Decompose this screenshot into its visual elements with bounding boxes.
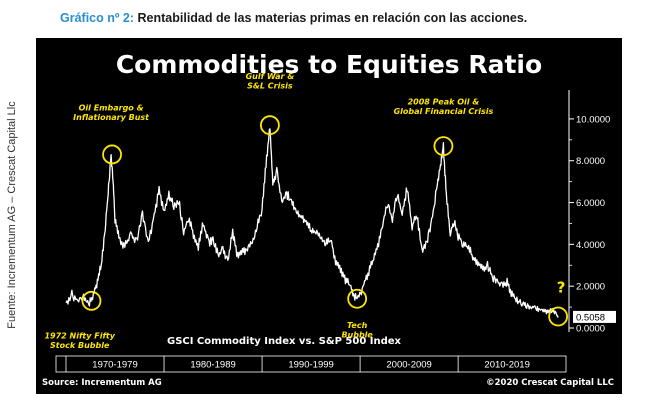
current-value-box <box>573 310 616 323</box>
figure-caption: Gráfico nº 2: Rentabilidad de las materi… <box>60 11 527 25</box>
y-tick-label: 6.0000 <box>576 198 605 209</box>
y-tick-label: 10.0000 <box>576 114 610 125</box>
decade-label: 2010-2019 <box>484 360 529 371</box>
annotation-label: Bubble <box>341 331 373 340</box>
annotation-circle <box>81 290 102 311</box>
y-tick-label: 4.0000 <box>576 240 605 251</box>
y-tick-label: 8.0000 <box>576 156 605 167</box>
chart-panel: Commodities to Equities Ratio 0.0000 2.00… <box>36 38 622 394</box>
line-chart: Commodities to Equities Ratio 0.0000 2.00… <box>42 50 616 388</box>
chart-title: Commodities to Equities Ratio <box>116 50 542 79</box>
annotation-label: Gulf War & <box>246 72 295 81</box>
annotation-label: Stock Bubble <box>50 341 110 350</box>
annotation: 2008 Peak Oil &Global Financial Crisis <box>394 97 494 156</box>
annotation: Gulf War &S&L Crisis <box>246 72 295 136</box>
annotation-label: Global Financial Crisis <box>394 107 494 116</box>
annotation-label: Oil Embargo & <box>79 104 144 113</box>
annotation-label: Inflationary Bust <box>73 113 150 122</box>
decade-label: 1990-1999 <box>288 360 333 371</box>
annotation-label: S&L Crisis <box>247 82 293 91</box>
annotation-circle <box>433 136 454 156</box>
ratio-series-line <box>65 128 559 318</box>
side-credit: Fuente: Incrementum AG – Crescat Capital… <box>6 101 18 329</box>
decade-bar <box>55 355 567 373</box>
annotation-circle <box>548 306 569 327</box>
source-note: Source: Incrementum AG <box>42 378 162 388</box>
copyright-note: ©2020 Crescat Capital LLC <box>486 378 614 388</box>
annotation: ? <box>548 278 569 327</box>
annotation-circle <box>102 144 122 165</box>
annotation: Oil Embargo &Inflationary Bust <box>73 104 150 165</box>
annotation-label: ? <box>557 278 566 296</box>
figure-number: Gráfico nº 2: <box>60 11 135 25</box>
figure-caption-text: Rentabilidad de las materias primas en r… <box>137 11 528 25</box>
series-label: GSCI Commodity Index vs. S&P 500 Index <box>167 336 402 347</box>
annotation-label: 2008 Peak Oil & <box>408 97 480 106</box>
y-tick-label: 2.0000 <box>576 282 605 293</box>
annotation-label: 1972 Nifty Fifty <box>44 331 115 340</box>
annotation-circle <box>347 288 368 309</box>
decade-label: 2000-2009 <box>386 360 431 371</box>
current-value-label: 0.5058 <box>576 312 605 323</box>
y-tick-label: 0.0000 <box>576 324 605 335</box>
annotation-label: Tech <box>347 321 368 330</box>
decade-label: 1980-1989 <box>190 360 235 371</box>
decade-label: 1970-1979 <box>92 360 137 371</box>
annotation-circle <box>260 115 280 136</box>
